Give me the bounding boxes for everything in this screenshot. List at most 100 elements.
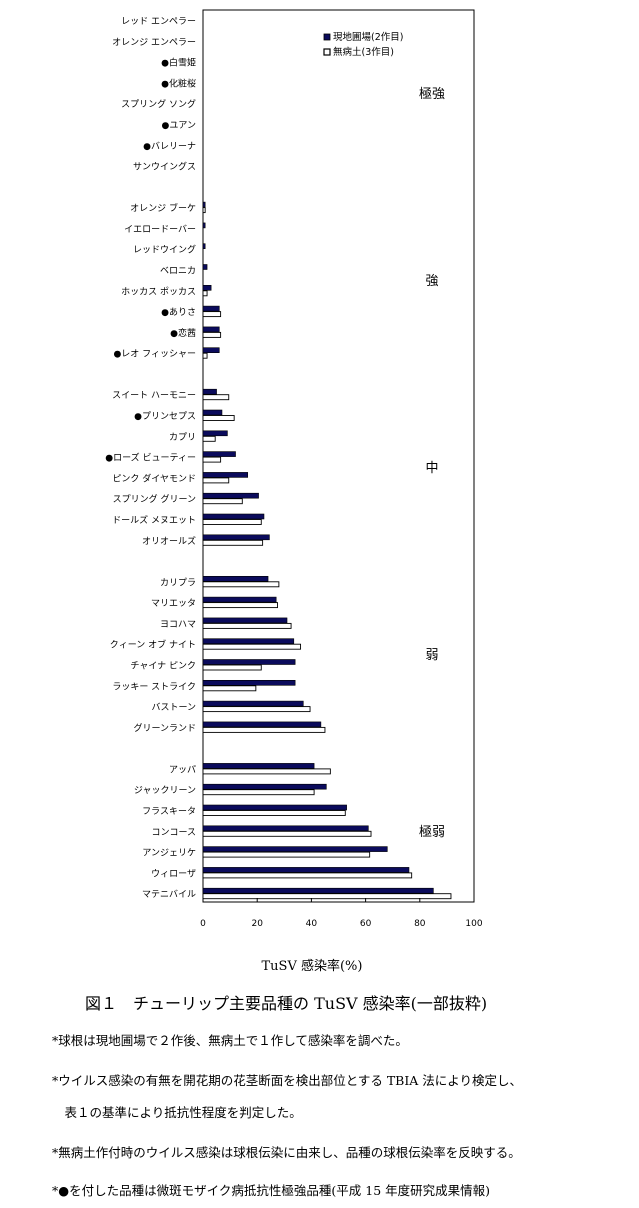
bar-clean-soil xyxy=(202,768,331,775)
category-label: レッドウイング xyxy=(133,244,196,256)
category-label: ●ありさ xyxy=(161,307,196,318)
bar-field xyxy=(202,887,434,894)
bar-field xyxy=(202,617,288,624)
bar-field xyxy=(202,596,277,603)
bar-field xyxy=(202,679,296,686)
category-label: オレンジ エンペラー xyxy=(112,37,196,48)
bar-field xyxy=(202,638,295,645)
bar-clean-soil xyxy=(202,726,326,733)
category-label: ●レオ フィッシャー xyxy=(113,349,196,360)
bar-field xyxy=(202,347,220,354)
category-label: スプリング グリーン xyxy=(113,493,196,505)
legend-swatch-field xyxy=(323,33,331,41)
bar-field xyxy=(202,243,206,249)
category-label: ●ローズ ビューティー xyxy=(105,452,196,464)
bar-field xyxy=(202,721,322,728)
category-label: カプリ xyxy=(169,432,196,443)
category-label: カリプラ xyxy=(160,577,196,588)
x-tick-label: 80 xyxy=(414,919,426,929)
category-label: マテニバイル xyxy=(142,889,196,900)
category-label: コンコース xyxy=(151,828,196,838)
bar-clean-soil xyxy=(202,498,243,505)
category-label: チャイナ ピンク xyxy=(130,661,196,672)
category-label: オレンジ ブーケ xyxy=(130,202,196,214)
note-4: *無病土作付時のウイルス感染は球根伝染に由来し、品種の球根伝染率を反映する。 xyxy=(52,1145,521,1160)
resistance-group-label: 極弱 xyxy=(419,824,445,840)
category-label: ベロニカ xyxy=(160,266,196,277)
bar-clean-soil xyxy=(202,394,230,401)
bar-field xyxy=(202,430,228,437)
category-label: ホッカス ポッカス xyxy=(121,286,196,297)
note-1: *球根は現地圃場で２作後、無病土で１作して感染率を調べた。 xyxy=(52,1033,408,1048)
legend: 現地圃場(2作目) 無病土(3作目) xyxy=(323,31,403,58)
bar-field xyxy=(202,846,388,852)
category-label: マリエッタ xyxy=(151,598,196,609)
category-label: スイート ハーモニー xyxy=(112,391,196,401)
bar-field xyxy=(202,513,265,520)
category-label: イエロードーバー xyxy=(124,224,196,235)
bar-clean-soil xyxy=(202,290,208,297)
bar-clean-soil xyxy=(202,830,372,837)
bar-clean-soil xyxy=(202,810,346,816)
bar-clean-soil xyxy=(202,872,413,879)
category-label: ヨコハマ xyxy=(160,620,196,630)
category-label: グリーンランド xyxy=(133,722,196,734)
note-5: *●を付した品種は微斑モザイク病抵抗性極強品種(平成 15 年度研究成果情報) xyxy=(52,1183,491,1198)
resistance-group-label: 強 xyxy=(425,274,438,289)
bar-field xyxy=(202,305,220,312)
resistance-group-label: 弱 xyxy=(425,648,438,663)
bar-field xyxy=(202,659,296,665)
bar-clean-soil xyxy=(202,415,235,421)
bar-field xyxy=(202,409,223,416)
bar-field xyxy=(202,534,270,541)
category-label: ●ユアン xyxy=(162,121,197,131)
bar-clean-soil xyxy=(202,519,262,525)
bar-field xyxy=(202,284,212,291)
bar-clean-soil xyxy=(202,477,230,484)
category-label: フラスキータ xyxy=(142,806,196,817)
note-3: 表１の基準により抵抗性程度を判定した。 xyxy=(52,1105,302,1120)
category-label: クィーン オブ ナイト xyxy=(110,639,196,651)
bar-clean-soil xyxy=(202,581,280,588)
category-label: ドールズ メヌエット xyxy=(112,514,196,526)
category-label: ●化粧桜 xyxy=(161,77,196,89)
bar-field xyxy=(202,700,304,707)
resistance-group-label: 中 xyxy=(425,461,438,476)
bar-field xyxy=(202,451,236,457)
category-label: ●プリンセプス xyxy=(134,411,196,422)
x-tick-label: 20 xyxy=(251,919,263,929)
bar-field xyxy=(202,804,347,811)
bar-clean-soil xyxy=(202,435,216,442)
x-axis-label: TuSV 感染率(%) xyxy=(262,958,363,974)
bar-clean-soil xyxy=(202,664,262,671)
category-label: ジャックリーン xyxy=(134,785,196,796)
note-2: *ウイルス感染の有無を開花期の花茎断面を検出部位とする TBIA 法により検定し… xyxy=(52,1073,523,1088)
x-tick-label: 60 xyxy=(360,919,372,929)
bar-clean-soil xyxy=(202,539,264,546)
bar-field xyxy=(202,222,206,229)
bar-field xyxy=(202,575,269,582)
bar-clean-soil xyxy=(202,789,315,796)
bar-field xyxy=(202,825,369,832)
category-label: ピンク ダイヤモンド xyxy=(112,472,196,484)
bar-field xyxy=(202,492,259,499)
bar-clean-soil xyxy=(202,622,292,629)
bar-field xyxy=(202,388,217,395)
category-label: ウィローザ xyxy=(151,868,196,879)
category-label: ラッキー ストライク xyxy=(112,681,196,692)
bar-field xyxy=(202,201,206,208)
category-label: アッパ xyxy=(169,764,196,775)
bar-clean-soil xyxy=(202,456,222,463)
bar-clean-soil xyxy=(202,207,206,214)
x-tick-label: 40 xyxy=(306,919,318,929)
bar-clean-soil xyxy=(202,331,222,338)
bar-clean-soil xyxy=(202,851,371,858)
bar-clean-soil xyxy=(202,352,208,359)
bar-clean-soil xyxy=(202,685,257,692)
category-label: スプリング ソング xyxy=(121,98,196,110)
category-label: バストーン xyxy=(151,702,196,713)
figure-caption: 図１ チューリップ主要品種の TuSV 感染率(一部抜粋) xyxy=(85,994,488,1013)
bar-field xyxy=(202,472,249,478)
